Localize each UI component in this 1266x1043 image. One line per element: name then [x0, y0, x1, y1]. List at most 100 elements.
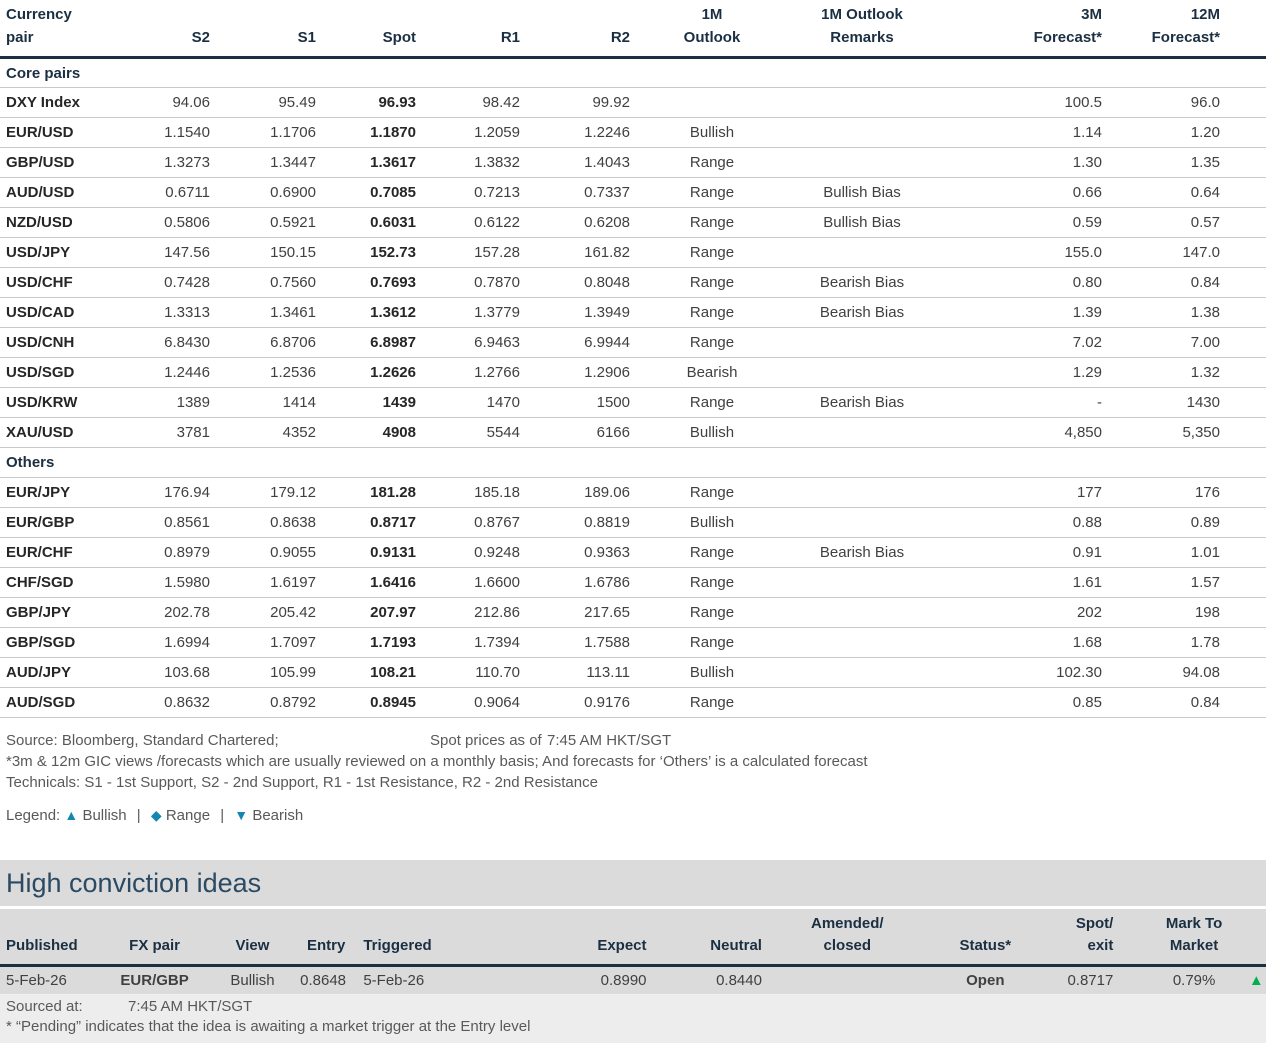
- col-header-3m-forecast: 3M Forecast*: [942, 0, 1112, 59]
- table-footnotes: Source: Bloomberg, Standard Chartered; S…: [0, 730, 1266, 793]
- forecast-12m-cell: 1.01: [1112, 537, 1266, 568]
- s2-cell: 1.1540: [130, 117, 222, 148]
- table-row: EUR/CHF 0.8979 0.9055 0.9131 0.9248 0.9363 Ran…: [0, 537, 1266, 568]
- outlook-cell: Range: [642, 207, 782, 238]
- source-text: Source: Bloomberg, Standard Chartered;: [6, 732, 279, 749]
- forecast-3m-cell: 0.91: [942, 537, 1112, 568]
- remarks-cell: [782, 117, 942, 148]
- mtm-up-triangle-icon: ▲: [1244, 965, 1266, 995]
- forecast-12m-cell: 94.08: [1112, 657, 1266, 688]
- spot-cell: 0.7085: [328, 177, 428, 208]
- r2-cell: 113.11: [532, 657, 642, 688]
- forecast-3m-cell: -: [942, 387, 1112, 418]
- forecast-3m-cell: 0.59: [942, 207, 1112, 238]
- r1-cell: 1470: [428, 387, 532, 418]
- spot-cell: 4908: [328, 417, 428, 448]
- remarks-cell: [782, 87, 942, 118]
- table-row: EUR/GBP 0.8561 0.8638 0.8717 0.8767 0.8819 Bul…: [0, 507, 1266, 538]
- spot-cell: 0.8717: [328, 507, 428, 538]
- forecast-12m-cell: 0.84: [1112, 687, 1266, 718]
- forecast-3m-cell: 1.39: [942, 297, 1112, 328]
- neutral-cell: 0.8440: [652, 965, 768, 995]
- outlook-cell: Range: [642, 597, 782, 628]
- table-row: DXY Index 94.06 95.49 96.93 98.42 99.92 100.5 9…: [0, 87, 1266, 118]
- s1-cell: 1.7097: [222, 627, 328, 658]
- up-triangle-icon: ▲: [1248, 971, 1264, 989]
- section-label: Core pairs: [0, 57, 1266, 88]
- r1-cell: 1.3832: [428, 147, 532, 178]
- spot-cell: 1439: [328, 387, 428, 418]
- col-header-status: Status*: [928, 909, 1045, 967]
- table-row: USD/JPY 147.56 150.15 152.73 157.28 161.82 Ran…: [0, 237, 1266, 268]
- s2-cell: 1.5980: [130, 567, 222, 598]
- outlook-cell: Range: [642, 567, 782, 598]
- s2-cell: 94.06: [130, 87, 222, 118]
- legend-bearish-label: Bearish: [252, 807, 304, 824]
- pair-cell: AUD/USD: [0, 177, 130, 208]
- spot-cell: 0.9131: [328, 537, 428, 568]
- r2-cell: 0.8048: [532, 267, 642, 298]
- remarks-cell: Bearish Bias: [782, 387, 942, 418]
- r1-cell: 110.70: [428, 657, 532, 688]
- s1-cell: 6.8706: [222, 327, 328, 358]
- forecast-3m-cell: 155.0: [942, 237, 1112, 268]
- s1-cell: 1.3447: [222, 147, 328, 178]
- legend-bullish-label: Bullish: [82, 807, 127, 824]
- col-header-r2: R2: [532, 0, 642, 59]
- r2-cell: 0.9363: [532, 537, 642, 568]
- spot-cell: 152.73: [328, 237, 428, 268]
- outlook-cell: Range: [642, 627, 782, 658]
- outlook-cell: Bullish: [642, 657, 782, 688]
- s1-cell: 1.1706: [222, 117, 328, 148]
- s2-cell: 0.8979: [130, 537, 222, 568]
- forecast-12m-cell: 198: [1112, 597, 1266, 628]
- pair-cell: USD/JPY: [0, 237, 130, 268]
- spot-cell: 1.3617: [328, 147, 428, 178]
- s2-cell: 0.8561: [130, 507, 222, 538]
- ideas-table: Published FX pair View Entry Triggered E…: [0, 909, 1266, 995]
- s2-cell: 0.7428: [130, 267, 222, 298]
- remarks-cell: [782, 477, 942, 508]
- remarks-cell: [782, 357, 942, 388]
- s1-cell: 0.6900: [222, 177, 328, 208]
- remarks-cell: [782, 147, 942, 178]
- col-header-s1: S1: [222, 0, 328, 59]
- r1-cell: 5544: [428, 417, 532, 448]
- r1-cell: 1.7394: [428, 627, 532, 658]
- forecast-3m-cell: 1.61: [942, 567, 1112, 598]
- forecast-3m-cell: 102.30: [942, 657, 1112, 688]
- s1-cell: 0.8638: [222, 507, 328, 538]
- col-header-spot-exit: Spot/ exit: [1044, 909, 1120, 967]
- remarks-cell: [782, 567, 942, 598]
- r2-cell: 0.7337: [532, 177, 642, 208]
- spot-cell: 1.7193: [328, 627, 428, 658]
- r1-cell: 1.2766: [428, 357, 532, 388]
- spot-cell: 1.3612: [328, 297, 428, 328]
- fx-header-row: Currency pair S2 S1 Spot R1 R2 1M Outloo…: [0, 0, 1266, 59]
- r2-cell: 6.9944: [532, 327, 642, 358]
- legend: Legend: ▲ Bullish | ◆ Range | ▼ Bearish: [0, 807, 1266, 824]
- remarks-cell: [782, 507, 942, 538]
- col-header-mark-to-market: Mark To Market: [1119, 909, 1245, 967]
- r2-cell: 1.2906: [532, 357, 642, 388]
- remarks-cell: [782, 327, 942, 358]
- outlook-cell: Range: [642, 387, 782, 418]
- outlook-cell: Range: [642, 267, 782, 298]
- s1-cell: 1.2536: [222, 357, 328, 388]
- r1-cell: 212.86: [428, 597, 532, 628]
- forecast-12m-cell: 1.32: [1112, 357, 1266, 388]
- section-label: Others: [0, 447, 1266, 478]
- pair-cell: EUR/GBP: [0, 507, 130, 538]
- forecast-3m-cell: 202: [942, 597, 1112, 628]
- table-row: NZD/USD 0.5806 0.5921 0.6031 0.6122 0.6208 Ran…: [0, 207, 1266, 238]
- pair-cell: CHF/SGD: [0, 567, 130, 598]
- s2-cell: 202.78: [130, 597, 222, 628]
- s2-cell: 147.56: [130, 237, 222, 268]
- r2-cell: 1.4043: [532, 147, 642, 178]
- technicals-note: Technicals: S1 - 1st Support, S2 - 2nd S…: [6, 774, 598, 791]
- remarks-cell: [782, 237, 942, 268]
- outlook-cell: Bearish: [642, 357, 782, 388]
- ideas-header-row: Published FX pair View Entry Triggered E…: [0, 909, 1266, 967]
- forecast-12m-cell: 147.0: [1112, 237, 1266, 268]
- divider: [0, 906, 1266, 909]
